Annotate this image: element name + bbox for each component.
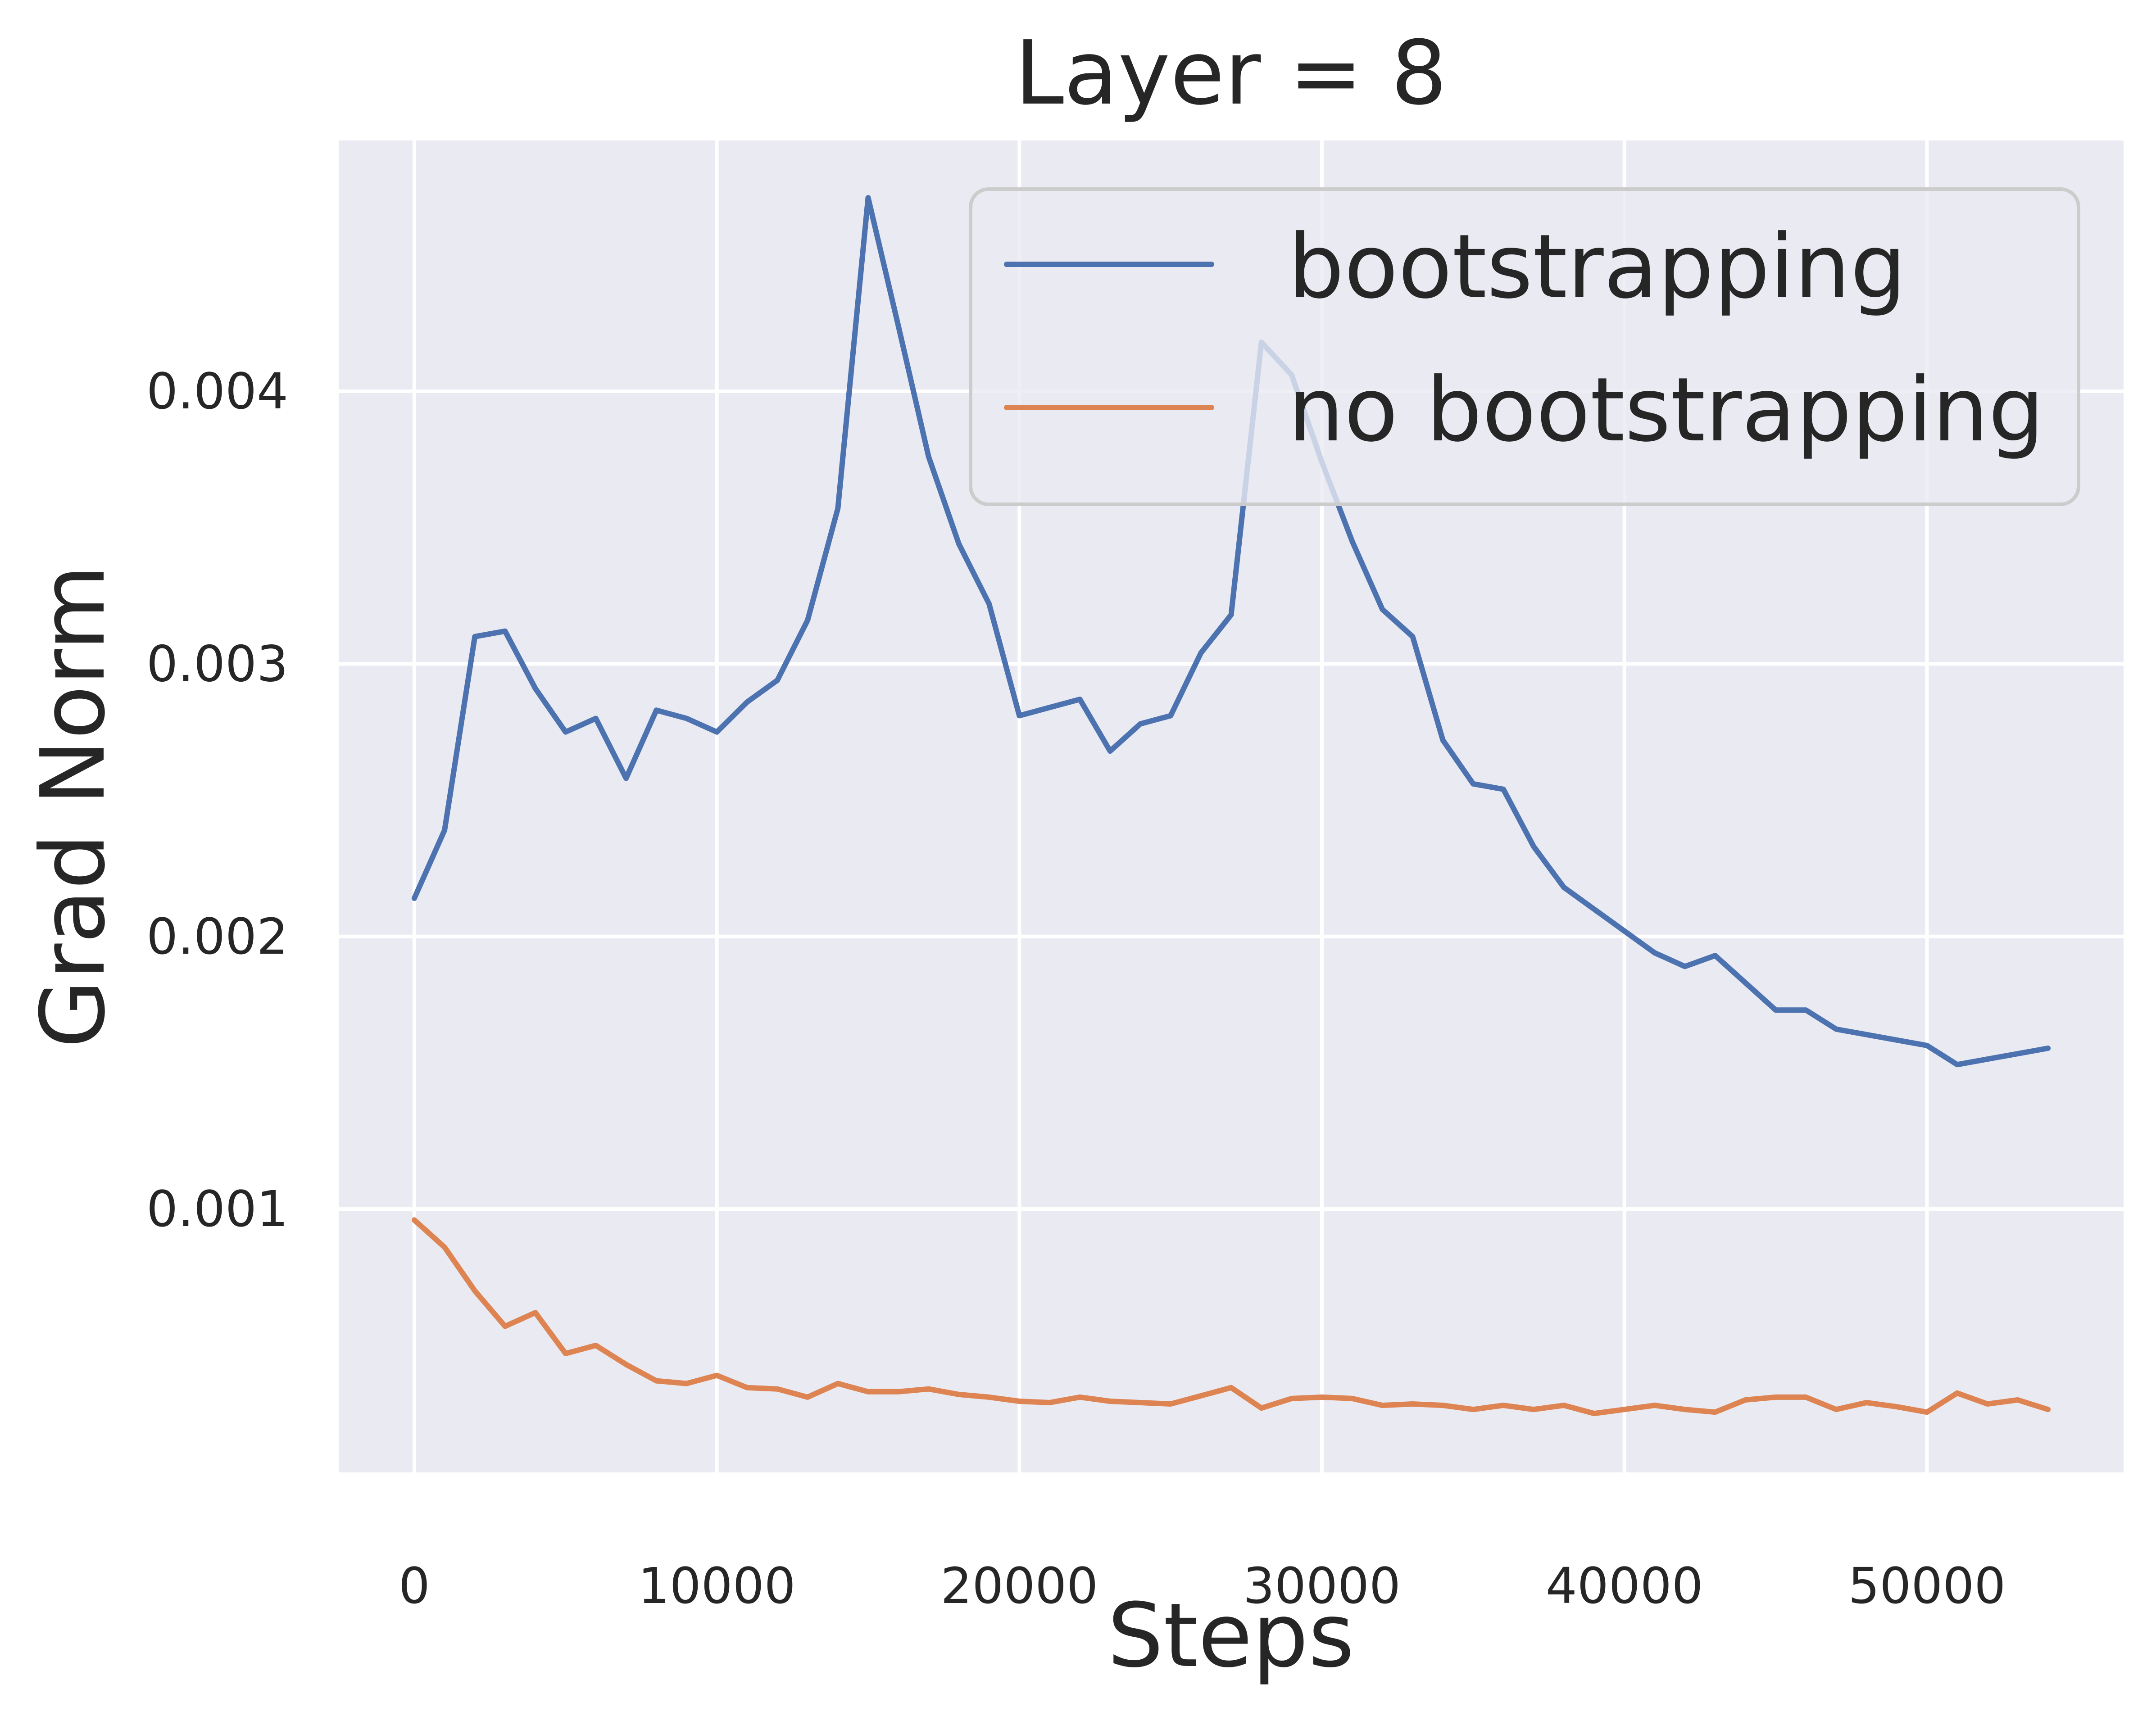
y-tick-label: 0.004 xyxy=(146,362,288,420)
chart-title: Layer = 8 xyxy=(1015,22,1447,125)
legend: bootstrapping no bootstrapping xyxy=(969,187,2080,506)
legend-label-bootstrapping: bootstrapping xyxy=(1288,216,1906,318)
y-tick-label: 0.001 xyxy=(146,1180,288,1238)
y-tick-label: 0.003 xyxy=(146,635,288,693)
x-tick-label: 20000 xyxy=(940,1557,1098,1615)
x-tick-label: 30000 xyxy=(1243,1557,1401,1615)
series-line-no-bootstrapping xyxy=(411,1217,2051,1417)
legend-box xyxy=(969,187,2080,506)
series-line-bootstrapping xyxy=(411,195,2051,1068)
x-axis-label: Steps xyxy=(1108,1585,1354,1687)
x-tick-label: 0 xyxy=(399,1557,430,1615)
x-tick-labels: 0 10000 20000 30000 40000 50000 xyxy=(399,1557,2006,1615)
legend-label-no-bootstrapping: no bootstrapping xyxy=(1288,359,2044,462)
x-tick-label: 40000 xyxy=(1546,1557,1703,1615)
y-tick-labels: 0.001 0.002 0.003 0.004 xyxy=(146,362,288,1238)
series-lines xyxy=(411,195,2051,1417)
x-tick-label: 50000 xyxy=(1848,1557,2006,1615)
y-axis-label: Grad Norm xyxy=(22,565,125,1048)
y-tick-label: 0.002 xyxy=(146,908,288,965)
x-tick-label: 10000 xyxy=(638,1557,796,1615)
